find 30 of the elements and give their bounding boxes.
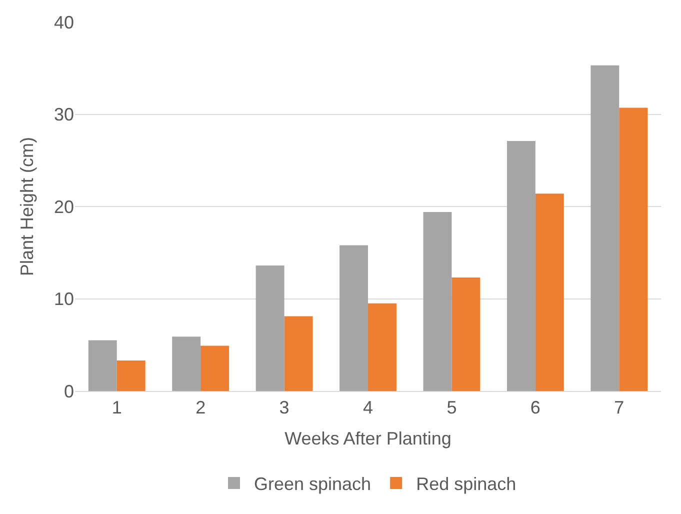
bar [284, 316, 313, 391]
bar [368, 303, 396, 391]
bar [535, 194, 564, 391]
x-tick-label: 3 [279, 398, 290, 418]
bar [452, 278, 480, 391]
bar [619, 108, 648, 391]
x-axis-title: Weeks After Planting [284, 428, 452, 449]
bar [423, 212, 452, 391]
bar [88, 340, 117, 391]
x-tick-label: 2 [196, 398, 206, 418]
bar [200, 346, 230, 391]
bar [590, 65, 620, 391]
x-tick-label: 7 [614, 398, 624, 418]
bar [172, 336, 201, 391]
x-tick-label: 1 [112, 398, 122, 418]
y-tick-label: 20 [54, 196, 74, 217]
x-tick-label: 4 [362, 398, 374, 418]
legend-label: Red spinach [416, 474, 516, 494]
bar [256, 266, 284, 391]
y-tick-label: 30 [54, 104, 74, 125]
legend-label: Green spinach [254, 474, 372, 494]
bar [506, 141, 536, 391]
bar [116, 360, 146, 391]
x-tick-label: 6 [530, 398, 540, 418]
y-tick-label: 0 [64, 381, 74, 402]
x-tick-label: 5 [446, 398, 457, 418]
bar [340, 245, 368, 391]
y-tick-label: 40 [54, 12, 74, 32]
y-axis-title: Plant Height (cm) [17, 136, 38, 276]
y-tick-label: 10 [54, 289, 74, 310]
